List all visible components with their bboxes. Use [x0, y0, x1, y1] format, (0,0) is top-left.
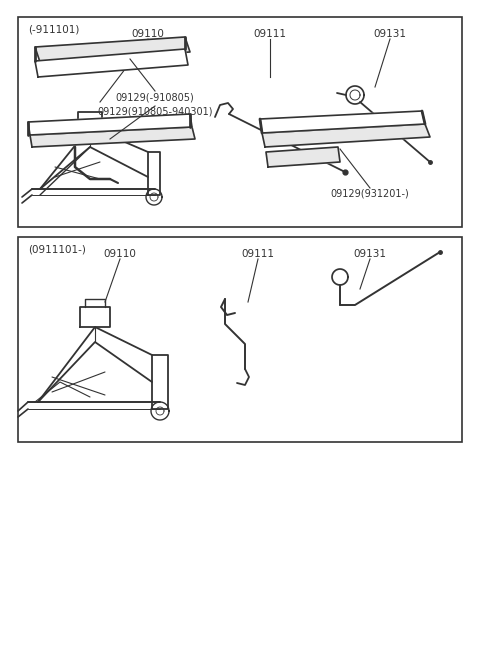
Polygon shape	[260, 111, 425, 133]
Polygon shape	[266, 147, 340, 167]
Polygon shape	[333, 270, 347, 284]
Polygon shape	[262, 124, 430, 147]
Polygon shape	[35, 49, 188, 77]
Text: (0911101-): (0911101-)	[28, 245, 86, 255]
Text: 09129(931201-): 09129(931201-)	[331, 189, 409, 199]
Polygon shape	[28, 114, 192, 135]
Text: (-911101): (-911101)	[28, 25, 79, 35]
Text: 09129(910805-940301): 09129(910805-940301)	[97, 107, 213, 117]
Text: 09129(-910805): 09129(-910805)	[116, 92, 194, 102]
Polygon shape	[30, 127, 195, 147]
Text: 09111: 09111	[253, 29, 287, 39]
Text: 09110: 09110	[104, 249, 136, 259]
Text: 09131: 09131	[373, 29, 407, 39]
Bar	[18, 17, 462, 227]
Text: 09131: 09131	[353, 249, 386, 259]
Polygon shape	[35, 37, 190, 62]
Bar	[18, 237, 462, 442]
Text: 09111: 09111	[241, 249, 275, 259]
Text: 09110: 09110	[132, 29, 165, 39]
